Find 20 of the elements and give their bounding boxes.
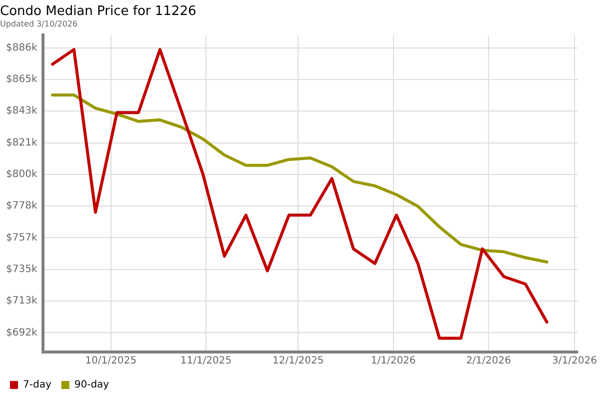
chart-subtitle: Updated 3/10/2026: [0, 19, 78, 28]
chart-title: Condo Median Price for 11226: [0, 4, 196, 20]
legend-label: 90-day: [74, 380, 110, 391]
y-tick-label: $757k: [6, 232, 38, 244]
y-tick-label: $778k: [6, 200, 38, 212]
y-tick-label: $865k: [6, 74, 38, 86]
y-tick-label: $713k: [6, 296, 38, 307]
x-tick-label: 12/1/2025: [272, 356, 324, 367]
y-tick-label: $886k: [6, 42, 38, 54]
y-tick-label: $843k: [6, 106, 38, 117]
y-tick-label: $692k: [6, 327, 38, 338]
x-tick-label: 2/1/2026: [466, 356, 511, 367]
x-tick-label: 11/1/2025: [180, 356, 232, 367]
y-tick-label: $735k: [6, 264, 38, 275]
x-tick-label: 10/1/2025: [85, 356, 136, 367]
x-tick-label: 3/1/2026: [552, 356, 597, 367]
x-tick-label: 1/1/2026: [370, 356, 416, 367]
y-tick-label: $800k: [6, 169, 38, 180]
legend-label: 7-day: [23, 380, 52, 391]
y-tick-label: $821k: [6, 137, 38, 148]
